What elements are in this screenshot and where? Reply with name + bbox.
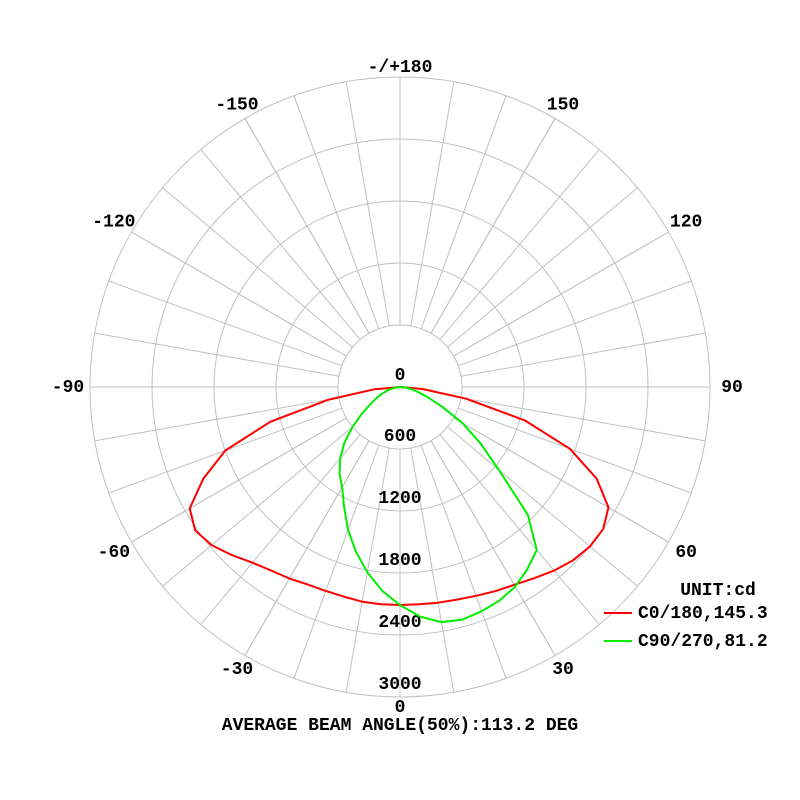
angle-grid-line — [430, 440, 556, 656]
series-line — [338, 386, 538, 624]
angle-grid-line — [244, 118, 370, 334]
angle-tick-label: -/+180 — [368, 58, 433, 78]
angle-tick-label: 90 — [721, 378, 743, 398]
angle-tick-label: -60 — [98, 543, 130, 563]
angle-tick-label: -30 — [221, 660, 253, 680]
r-tick-label: 1200 — [378, 489, 421, 509]
angle-tick-label: -150 — [215, 95, 258, 115]
r-tick-label: 1800 — [378, 551, 421, 571]
chart-title: AVERAGE BEAM ANGLE(50%):113.2 DEG — [222, 716, 578, 736]
legend-label: C90/270,81.2 — [638, 632, 768, 652]
angle-tick-label: 120 — [670, 213, 702, 233]
r-tick-label: 0 — [395, 366, 406, 386]
legend-title: UNIT:cd — [680, 581, 756, 601]
legend-label: C0/180,145.3 — [638, 604, 768, 624]
r-tick-label: 3000 — [378, 675, 421, 695]
angle-grid-line — [131, 417, 347, 543]
angle-grid-line — [453, 231, 669, 357]
angle-grid-line — [453, 417, 669, 543]
angle-tick-label: 60 — [675, 543, 697, 563]
angle-grid-line — [430, 118, 556, 334]
angle-tick-label: 0 — [395, 698, 406, 718]
angle-tick-label: 150 — [547, 95, 579, 115]
angle-tick-label: -120 — [92, 213, 135, 233]
angle-grid-line — [244, 440, 370, 656]
angle-tick-label: -90 — [52, 378, 84, 398]
r-tick-label: 600 — [384, 427, 416, 447]
angle-grid-line — [131, 231, 347, 357]
r-tick-label: 2400 — [378, 613, 421, 633]
angle-tick-label: 30 — [552, 660, 574, 680]
